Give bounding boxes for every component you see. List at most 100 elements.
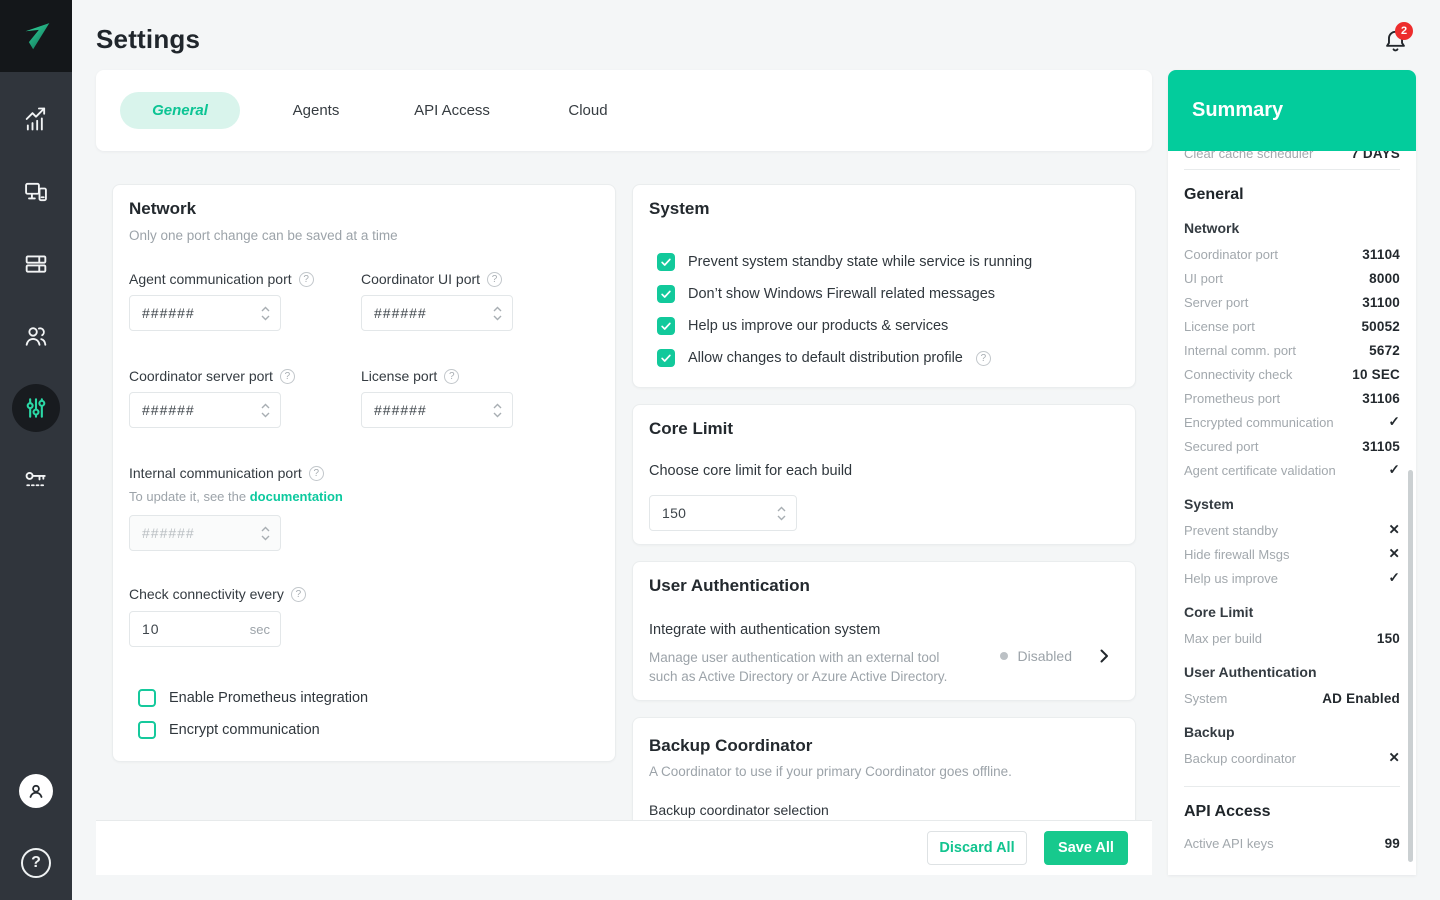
network-checkbox-list: Enable Prometheus integration Encrypt com…: [138, 689, 368, 739]
spinner-up-icon[interactable]: [261, 306, 270, 312]
spinner-down-icon[interactable]: [261, 315, 270, 321]
sidebar-item-users[interactable]: [12, 312, 60, 360]
spinner-down-icon[interactable]: [493, 315, 502, 321]
summary-row: Max per build 150: [1184, 626, 1400, 650]
summary-group-title: User Authentication: [1184, 664, 1317, 680]
checkbox-checked[interactable]: [657, 253, 675, 271]
save-all-button[interactable]: Save All: [1044, 831, 1128, 865]
number-stepper[interactable]: [777, 506, 786, 521]
number-stepper[interactable]: [261, 403, 270, 418]
tab-agents[interactable]: Agents: [248, 102, 384, 119]
coordinator-ui-port-field[interactable]: [361, 295, 513, 331]
check-connectivity-field[interactable]: sec: [129, 611, 281, 647]
summary-row-label: Prometheus port: [1184, 390, 1281, 406]
sidebar-item-license[interactable]: [12, 456, 60, 504]
status-dot-icon: [999, 652, 1008, 660]
sidebar-user-avatar[interactable]: [0, 774, 72, 808]
core-limit-field[interactable]: [649, 495, 797, 531]
checkbox-unchecked[interactable]: [138, 721, 156, 739]
check-icon: [661, 354, 671, 362]
checkbox-row[interactable]: Allow changes to default distribution pr…: [657, 349, 1032, 367]
license-port-input[interactable]: [374, 402, 474, 418]
tab-cloud[interactable]: Cloud: [520, 102, 656, 119]
tab-general[interactable]: General: [112, 92, 248, 129]
integrate-auth-description: Manage user authentication with an exter…: [649, 650, 948, 684]
summary-divider: [1184, 169, 1400, 170]
summary-title: Summary: [1192, 99, 1284, 121]
system-card: System Prevent system standby state whil…: [632, 184, 1136, 388]
checkbox-unchecked[interactable]: [138, 689, 156, 707]
checkbox-checked[interactable]: [657, 349, 675, 367]
notification-badge: 2: [1395, 22, 1413, 40]
summary-row: Coordinator port 31104: [1184, 242, 1400, 266]
number-stepper[interactable]: [261, 306, 270, 321]
documentation-link[interactable]: documentation: [249, 489, 343, 504]
checkbox-row[interactable]: Don’t show Windows Firewall related mess…: [657, 285, 1032, 303]
summary-row: Prometheus port 31106: [1184, 386, 1400, 410]
number-stepper[interactable]: [493, 403, 502, 418]
discard-all-button[interactable]: Discard All: [927, 831, 1027, 865]
spinner-up-icon[interactable]: [493, 403, 502, 409]
checkbox-checked[interactable]: [657, 317, 675, 335]
core-limit-card: Core Limit Choose core limit for each bu…: [632, 404, 1136, 545]
checkbox-row[interactable]: Enable Prometheus integration: [138, 689, 368, 707]
spinner-down-icon[interactable]: [261, 412, 270, 418]
question-circle-icon[interactable]: ?: [298, 271, 314, 287]
sidebar-help-button[interactable]: ?: [0, 848, 72, 878]
seconds-suffix: sec: [249, 621, 270, 637]
check-connectivity-input[interactable]: [142, 621, 242, 637]
core-limit-input[interactable]: [662, 505, 762, 521]
summary-row-label: Clear cache scheduler: [1184, 151, 1314, 161]
checkbox-row[interactable]: Encrypt communication: [138, 721, 368, 739]
tab-api-access[interactable]: API Access: [384, 102, 520, 119]
summary-row-label: Prevent standby: [1184, 522, 1278, 538]
coordinator-ui-port-input[interactable]: [374, 305, 474, 321]
spinner-up-icon[interactable]: [777, 506, 786, 512]
summary-row-value: 31106: [1362, 390, 1400, 406]
checkbox-checked[interactable]: [657, 285, 675, 303]
summary-row-value: ✓: [1388, 570, 1400, 585]
agent-communication-port-input[interactable]: [142, 305, 242, 321]
license-port-field[interactable]: [361, 392, 513, 428]
summary-scrollbar[interactable]: [1408, 470, 1413, 862]
settings-tabs: General Agents API Access Cloud: [96, 70, 1152, 151]
spinner-down-icon[interactable]: [777, 515, 786, 521]
coordinator-server-port-field[interactable]: [129, 392, 281, 428]
summary-row-value: AD Enabled: [1322, 690, 1400, 706]
checkbox-label: Help us improve our products & services: [688, 318, 949, 334]
checkbox-row[interactable]: Help us improve our products & services: [657, 317, 1032, 335]
coordinator-server-port-input[interactable]: [142, 402, 242, 418]
avatar: [19, 774, 53, 808]
summary-row-value: ✕: [1388, 750, 1400, 765]
checkbox-row[interactable]: Prevent system standby state while servi…: [657, 253, 1032, 271]
checkbox-label: Allow changes to default distribution pr…: [688, 350, 963, 366]
summary-row: Clear cache scheduler 7 DAYS: [1184, 151, 1400, 165]
number-stepper[interactable]: [493, 306, 502, 321]
core-limit-card-title: Core Limit: [649, 419, 734, 438]
spinner-down-icon[interactable]: [493, 412, 502, 418]
question-circle-icon[interactable]: ?: [308, 465, 324, 481]
summary-row: Hide firewall Msgs ✕: [1184, 542, 1400, 566]
question-circle-icon[interactable]: ?: [290, 586, 306, 602]
sidebar-item-agents[interactable]: [12, 168, 60, 216]
notifications-button[interactable]: 2: [1382, 22, 1414, 60]
summary-row-label: Backup coordinator: [1184, 750, 1297, 766]
summary-row: Encrypted communication ✓: [1184, 410, 1400, 434]
summary-group-title: Network: [1184, 220, 1240, 236]
summary-row-value: 31105: [1362, 438, 1400, 454]
agent-communication-port-field[interactable]: [129, 295, 281, 331]
checkbox-label: Enable Prometheus integration: [169, 690, 369, 706]
logo-icon: [25, 23, 50, 50]
auth-status-control[interactable]: Disabled: [999, 648, 1109, 664]
question-circle-icon[interactable]: ?: [487, 271, 503, 287]
spinner-up-icon[interactable]: [493, 306, 502, 312]
sidebar-item-analytics[interactable]: [12, 95, 60, 143]
question-circle-icon[interactable]: ?: [279, 368, 295, 384]
question-circle-icon[interactable]: ?: [444, 368, 460, 384]
spinner-up-icon[interactable]: [261, 403, 270, 409]
summary-row: Internal comm. port 5672: [1184, 338, 1400, 362]
summary-row: Help us improve ✓: [1184, 566, 1400, 590]
question-circle-icon[interactable]: ?: [975, 350, 991, 366]
sidebar-item-settings[interactable]: [12, 384, 60, 432]
sidebar-item-views[interactable]: [12, 240, 60, 288]
